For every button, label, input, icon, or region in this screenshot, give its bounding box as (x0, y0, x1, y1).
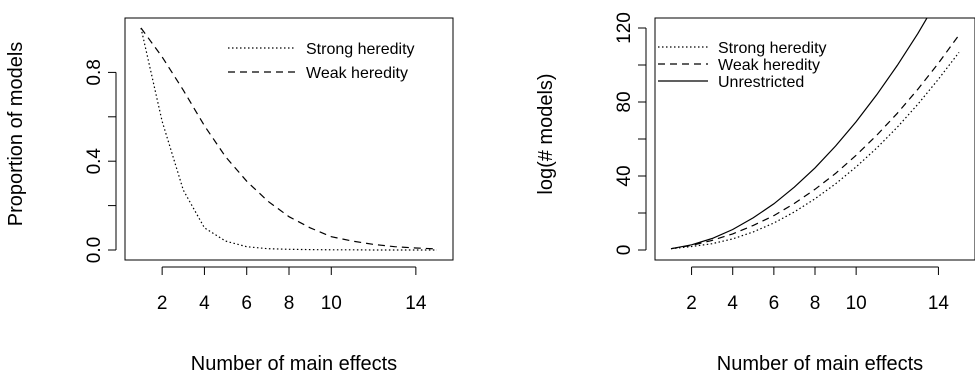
y-tick-label: 0.4 (84, 148, 105, 175)
chart-panel-2: 2 4 6 8 10 14 0 40 80 120 Number of main effects lo… (535, 12, 975, 375)
series-line-weak-heredity (670, 34, 960, 250)
legend-label: Strong heredity (306, 41, 415, 58)
y-axis-title: log(# models) (535, 73, 557, 194)
series-line-weak-heredity (140, 27, 438, 250)
x-tick-label: 14 (928, 293, 950, 314)
x-tick-label: 14 (405, 293, 427, 314)
series-line-strong-heredity (670, 52, 960, 250)
x-tick-label: 6 (241, 293, 252, 314)
x-axis-title: Number of main effects (191, 353, 397, 375)
plot-area (670, 18, 960, 250)
plot-area (140, 27, 438, 251)
y-tick-label: 40 (614, 165, 635, 186)
plot-frame (124, 17, 454, 261)
x-tick-label: 4 (727, 293, 738, 314)
legend-label: Unrestricted (718, 74, 804, 91)
x-tick-label: 2 (686, 293, 697, 314)
x-tick-label: 10 (846, 293, 867, 314)
x-tick-label: 6 (769, 293, 780, 314)
x-tick-label: 2 (157, 293, 168, 314)
chart-panel-1: 2 4 6 8 10 14 0.0 0.4 0.8 Number of main effects P… (5, 17, 454, 375)
y-tick-label: 120 (614, 12, 635, 44)
y-axis-title: Proportion of models (5, 42, 27, 227)
x-tick-label: 10 (321, 293, 342, 314)
legend-label: Weak heredity (718, 57, 820, 74)
legend-label: Weak heredity (306, 65, 408, 82)
y-tick-label: 0 (614, 245, 635, 256)
legend-label: Strong heredity (718, 40, 827, 57)
y-tick-label: 80 (614, 91, 635, 112)
series-line-strong-heredity (140, 27, 437, 251)
x-tick-label: 8 (810, 293, 821, 314)
legend: Strong heredity Weak heredity (228, 41, 415, 82)
x-tick-label: 8 (284, 293, 295, 314)
x-tick-label: 4 (199, 293, 210, 314)
y-tick-label: 0.8 (84, 59, 105, 85)
x-axis-title: Number of main effects (717, 353, 923, 375)
y-tick-label: 0.0 (84, 237, 105, 263)
plot-frame (654, 17, 975, 261)
series-line-unrestricted (670, 18, 928, 250)
